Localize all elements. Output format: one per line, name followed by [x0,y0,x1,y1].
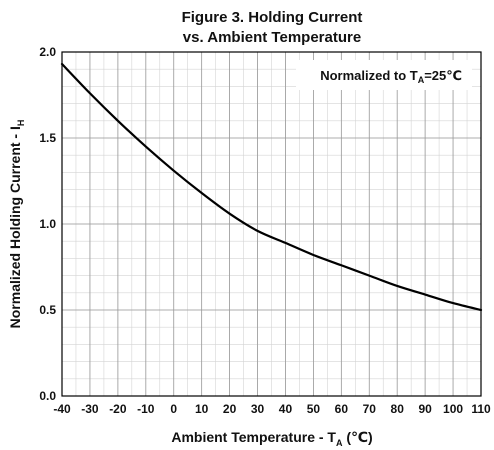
x-tick-label: -20 [109,402,127,416]
x-tick-label: 70 [363,402,377,416]
x-tick-label: 0 [170,402,177,416]
x-tick-label: 40 [279,402,293,416]
x-tick-label: 50 [307,402,321,416]
y-tick-label: 0.5 [39,303,56,317]
y-tick-label: 1.0 [39,217,56,231]
chart-title-line1: Figure 3. Holding Current [182,9,363,26]
x-tick-label: 20 [223,402,237,416]
x-tick-label: 30 [251,402,265,416]
x-tick-label: -40 [53,402,71,416]
y-tick-label: 0.0 [39,389,56,403]
normalization-annotation: Normalized to TA=25℃ [320,68,462,85]
x-tick-label: 80 [391,402,405,416]
x-axis-label: Ambient Temperature - TA (℃) [171,429,372,448]
x-tick-label: -10 [137,402,155,416]
x-tick-label: 10 [195,402,209,416]
plot-area-frame [61,51,482,397]
chart-title-line2: vs. Ambient Temperature [183,29,361,46]
holding-current-curve [60,62,483,312]
x-tick-label: 90 [418,402,432,416]
x-tick-label: -30 [81,402,99,416]
annotation-background [296,60,472,90]
x-tick-label: 60 [335,402,349,416]
y-tick-label: 1.5 [39,131,56,145]
y-tick-label: 2.0 [39,45,56,59]
y-tick-labels: 0.0 0.5 1.0 1.5 2.0 [39,45,56,403]
y-axis-label: Normalized Holding Current - IH [7,120,26,329]
x-tick-labels: -40 -30 -20 -10 0 10 20 30 40 50 60 70 80 90 100 110 [53,402,491,416]
x-tick-label: 110 [471,402,491,416]
series-layer [60,62,483,312]
x-tick-label: 100 [443,402,463,416]
